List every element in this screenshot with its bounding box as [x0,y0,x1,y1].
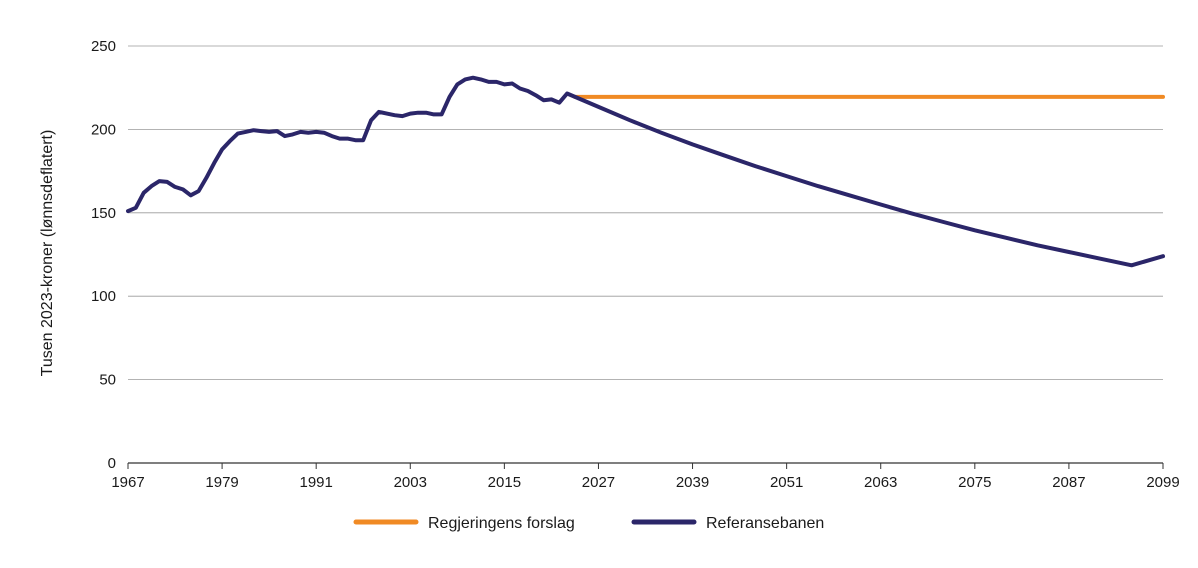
gridlines [128,45,1163,464]
x-tick-label: 2087 [1052,474,1085,491]
x-tick-label: 1991 [299,474,332,491]
x-tick-label: 2075 [958,474,991,491]
x-tick-label: 2051 [770,474,803,491]
x-axis-ticks: 1967 1979 1991 2003 2015 2027 2039 2051 2063 2075… [111,463,1180,491]
y-axis-ticks: 0 50 100 150 200 250 [91,38,116,472]
x-tick-label: 2003 [394,474,427,491]
y-axis-title: Tusen 2023-kroner (lønnsdeflatert) [39,130,56,377]
y-tick-label: 50 [99,372,116,389]
legend: Regjeringens forslag Referansebanen [353,515,824,532]
legend-label: Referansebanen [706,515,824,532]
x-tick-label: 1967 [111,474,144,491]
x-tick-label: 2039 [676,474,709,491]
y-tick-label: 0 [108,455,116,472]
y-tick-label: 200 [91,121,116,138]
y-tick-label: 100 [91,288,116,305]
y-tick-label: 250 [91,38,116,55]
series-layer [126,75,1165,268]
legend-label: Regjeringens forslag [428,515,575,532]
y-tick-label: 150 [91,205,116,222]
x-tick-label: 2015 [488,474,521,491]
x-tick-label: 2063 [864,474,897,491]
x-tick-label: 2099 [1146,474,1179,491]
series-line-referansebanen [126,75,1165,268]
x-tick-label: 2027 [582,474,615,491]
x-tick-label: 1979 [205,474,238,491]
